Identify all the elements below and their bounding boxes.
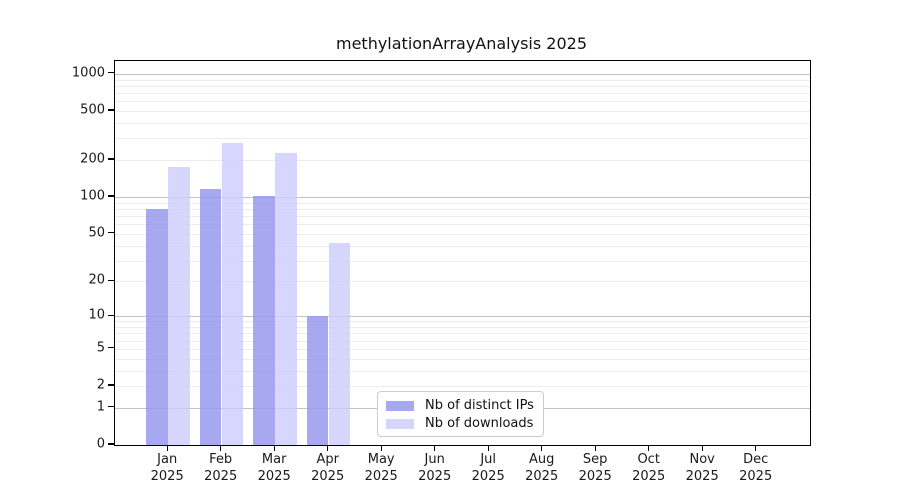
- legend-label-downloads: Nb of downloads: [425, 416, 534, 431]
- x-tick-label-jul: Jul 2025: [471, 452, 505, 484]
- y-tick-2: [108, 384, 114, 386]
- gridline-minor-40: [115, 245, 810, 247]
- x-tick-label-jan: Jan 2025: [150, 452, 184, 484]
- bar-mar-distinct-ips: [253, 195, 275, 445]
- gridline-minor-8: [115, 327, 810, 328]
- gridline-minor-300: [115, 138, 810, 140]
- gridline-minor-70: [115, 216, 810, 217]
- gridline-minor-3: [115, 370, 810, 372]
- y-tick-20: [108, 279, 114, 282]
- y-tick-100: [108, 195, 114, 197]
- x-tick-aug: [541, 446, 543, 451]
- y-tick-label-5: 5: [96, 340, 105, 356]
- legend-item-downloads: Nb of downloads: [386, 416, 535, 431]
- bar-mar-downloads: [275, 152, 297, 445]
- x-tick-label-dec: Dec 2025: [739, 452, 773, 484]
- legend: Nb of distinct IPs Nb of downloads: [377, 391, 544, 437]
- gridline-minor-9: [115, 321, 810, 323]
- gridline-minor-7: [115, 333, 810, 335]
- x-tick-label-may: May 2025: [364, 452, 398, 484]
- y-tick-1: [108, 406, 114, 408]
- y-tick-label-50: 50: [88, 225, 105, 241]
- y-tick-500: [108, 109, 114, 111]
- y-tick-label-100: 100: [80, 188, 105, 204]
- x-tick-label-jun: Jun 2025: [418, 452, 452, 484]
- y-tick-label-200: 200: [80, 151, 105, 167]
- gridline-minor-4: [115, 358, 810, 360]
- gridline-major-10: [115, 316, 810, 318]
- gridline-minor-60: [115, 224, 810, 226]
- gridline-minor-500: [115, 111, 810, 112]
- gridline-major-100: [115, 197, 810, 199]
- y-tick-label-10: 10: [88, 307, 105, 323]
- x-tick-label-apr: Apr 2025: [311, 452, 345, 484]
- y-tick-label-2: 2: [96, 377, 105, 393]
- bar-feb-distinct-ips: [199, 189, 222, 445]
- gridline-minor-6: [115, 340, 810, 342]
- y-tick-label-1000: 1000: [71, 65, 105, 81]
- bar-apr-downloads: [328, 242, 351, 445]
- gridline-minor-600: [115, 101, 810, 103]
- gridline-minor-800: [115, 85, 810, 87]
- gridline-minor-90: [115, 202, 810, 204]
- x-tick-jun: [434, 446, 436, 451]
- gridline-minor-900: [115, 79, 810, 81]
- x-tick-feb: [220, 446, 222, 451]
- bar-jan-distinct-ips: [146, 208, 168, 445]
- y-tick-0: [108, 443, 114, 445]
- x-tick-jul: [487, 446, 489, 451]
- x-tick-nov: [701, 446, 703, 451]
- legend-label-distinct-ips: Nb of distinct IPs: [425, 398, 534, 413]
- y-tick-5: [108, 347, 114, 349]
- chart-title: methylationArrayAnalysis 2025: [335, 34, 588, 53]
- bar-jan-downloads: [168, 166, 190, 445]
- x-tick-sep: [594, 446, 596, 451]
- x-tick-apr: [327, 446, 329, 451]
- x-tick-label-feb: Feb 2025: [204, 452, 238, 484]
- x-tick-label-sep: Sep 2025: [578, 452, 612, 484]
- gridline-minor-80: [115, 208, 810, 210]
- y-tick-200: [108, 158, 114, 160]
- bar-apr-distinct-ips: [306, 316, 329, 445]
- x-tick-label-oct: Oct 2025: [632, 452, 666, 484]
- x-tick-jan: [166, 446, 168, 451]
- x-tick-mar: [273, 446, 275, 451]
- plot-area: Nb of distinct IPs Nb of downloads: [114, 60, 811, 446]
- x-tick-label-nov: Nov 2025: [685, 452, 719, 484]
- x-tick-may: [380, 446, 382, 451]
- y-tick-label-0: 0: [96, 436, 105, 452]
- x-tick-label-aug: Aug 2025: [525, 452, 559, 484]
- gridline-minor-20: [115, 281, 810, 283]
- y-tick-1000: [108, 72, 114, 74]
- gridline-minor-400: [115, 123, 810, 124]
- y-tick-10: [108, 314, 114, 316]
- gridline-minor-50: [115, 233, 810, 235]
- gridline-minor-30: [115, 260, 810, 262]
- gridline-major-1000: [115, 73, 810, 75]
- distinct-ips-swatch-icon: [386, 400, 414, 411]
- y-tick-label-1: 1: [96, 399, 105, 415]
- x-tick-dec: [755, 446, 757, 451]
- legend-item-distinct-ips: Nb of distinct IPs: [386, 398, 535, 413]
- x-tick-label-mar: Mar 2025: [257, 452, 291, 484]
- y-tick-50: [108, 232, 114, 234]
- downloads-swatch-icon: [386, 418, 414, 429]
- gridline-minor-700: [115, 93, 810, 94]
- gridline-minor-5: [115, 348, 810, 350]
- gridline-minor-200: [115, 160, 810, 162]
- y-tick-label-500: 500: [80, 102, 105, 118]
- y-tick-label-20: 20: [88, 272, 105, 288]
- bar-feb-downloads: [221, 142, 244, 445]
- x-tick-oct: [648, 446, 650, 451]
- gridline-minor-2: [115, 386, 810, 387]
